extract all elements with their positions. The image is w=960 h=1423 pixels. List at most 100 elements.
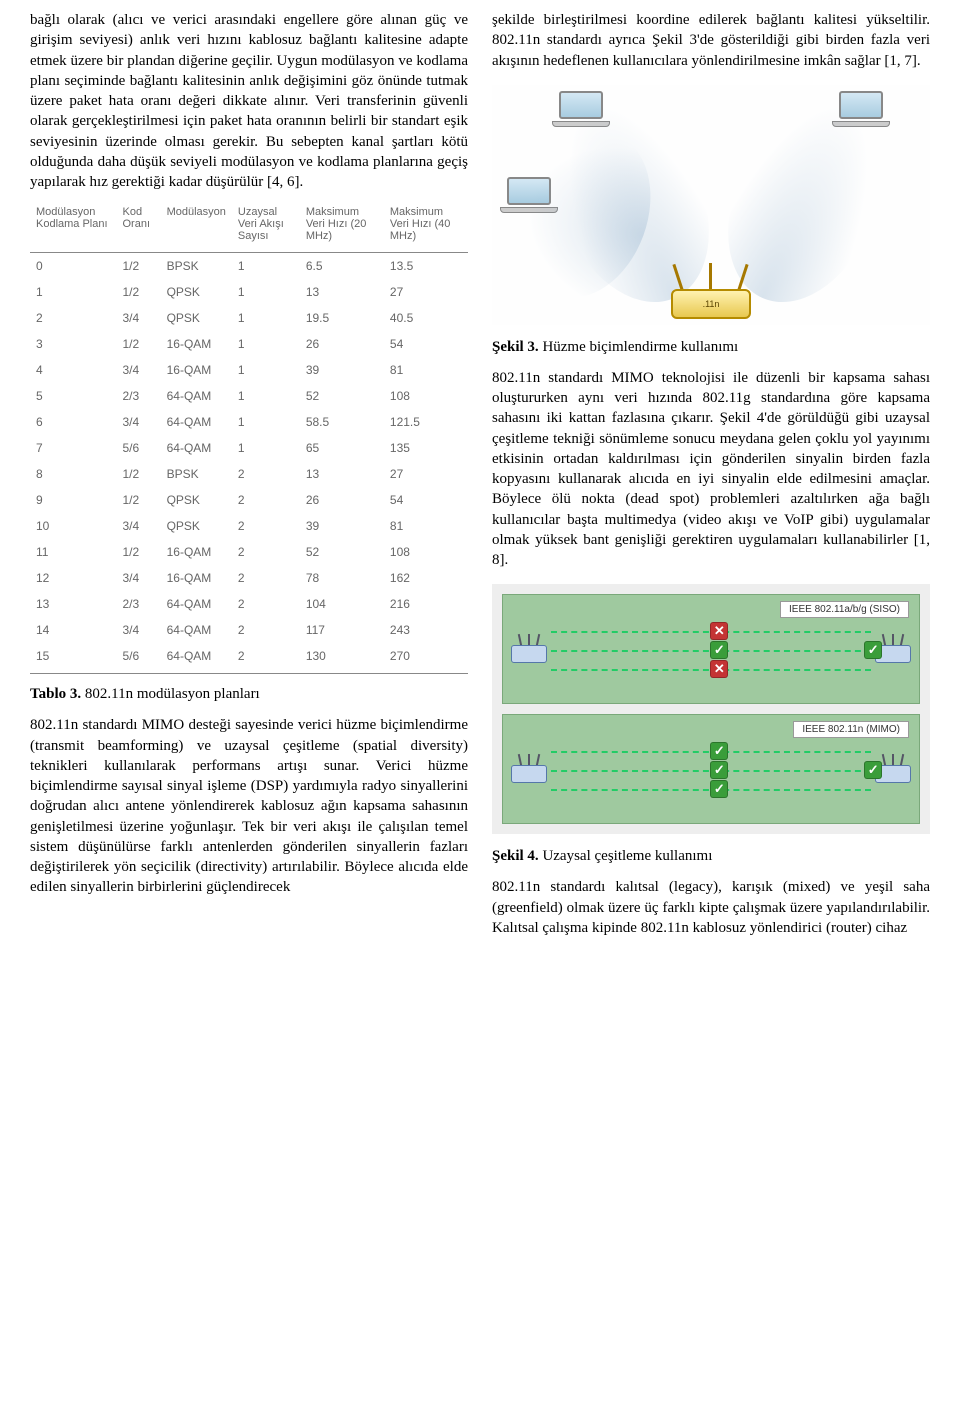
table-cell: 19.5 — [300, 305, 384, 331]
table-cell: 54 — [384, 331, 468, 357]
table-cell: 7 — [30, 435, 117, 461]
table-row: 103/4QPSK23981 — [30, 513, 468, 539]
table-cell: 5/6 — [117, 643, 161, 674]
table-cell: 3/4 — [117, 305, 161, 331]
right-paragraph-2: 802.11n standardı MIMO teknolojisi ile d… — [492, 368, 930, 571]
table-cell: 130 — [300, 643, 384, 674]
table-cell: 64-QAM — [161, 409, 232, 435]
table-cell: 2 — [232, 461, 300, 487]
table-row: 111/216-QAM252108 — [30, 539, 468, 565]
table-cell: 2 — [232, 591, 300, 617]
table-cell: 2 — [232, 617, 300, 643]
table-cell: 81 — [384, 357, 468, 383]
fail-mark-icon: ✕ — [710, 622, 728, 640]
table-row: 23/4QPSK119.540.5 — [30, 305, 468, 331]
th-stream: Uzaysal Veri Akışı Sayısı — [232, 202, 300, 253]
table-cell: 1 — [232, 253, 300, 280]
mini-router-icon — [511, 755, 547, 783]
table-cell: 3 — [30, 331, 117, 357]
table-cell: QPSK — [161, 487, 232, 513]
table-cell: 9 — [30, 487, 117, 513]
table-cell: 54 — [384, 487, 468, 513]
table-cell: 1 — [232, 383, 300, 409]
right-paragraph-1: şekilde birleştirilmesi koordine edilere… — [492, 10, 930, 71]
table-cell: 5/6 — [117, 435, 161, 461]
table-row: 81/2BPSK21327 — [30, 461, 468, 487]
table-cell: 2 — [232, 513, 300, 539]
table-cell: 108 — [384, 539, 468, 565]
figure-4-spatial: IEEE 802.11a/b/g (SISO) ✕ ✕ ✓ ✓ IEEE 802… — [492, 584, 930, 834]
th-plan: Modülasyon Kodlama Planı — [30, 202, 117, 253]
table-cell: 3/4 — [117, 409, 161, 435]
table-cell: 16-QAM — [161, 539, 232, 565]
table-row: 91/2QPSK22654 — [30, 487, 468, 513]
table-row: 75/664-QAM165135 — [30, 435, 468, 461]
table-cell: 6.5 — [300, 253, 384, 280]
th-20mhz: Maksimum Veri Hızı (20 MHz) — [300, 202, 384, 253]
ok-mark-icon: ✓ — [710, 761, 728, 779]
table-cell: 0 — [30, 253, 117, 280]
fail-mark-icon: ✕ — [710, 660, 728, 678]
laptop-icon — [552, 91, 610, 131]
left-paragraph-1: bağlı olarak (alıcı ve verici arasındaki… — [30, 10, 468, 192]
table-cell: 14 — [30, 617, 117, 643]
mimo-label: IEEE 802.11n (MIMO) — [793, 721, 909, 738]
table-cell: 270 — [384, 643, 468, 674]
table-cell: 3/4 — [117, 617, 161, 643]
table-cell: 64-QAM — [161, 591, 232, 617]
ok-mark-icon: ✓ — [710, 780, 728, 798]
table-cell: 1 — [232, 331, 300, 357]
ok-mark-icon: ✓ — [710, 641, 728, 659]
table-cell: 2 — [232, 643, 300, 674]
table-cell: BPSK — [161, 253, 232, 280]
table-cell: 78 — [300, 565, 384, 591]
table-row: 132/364-QAM2104216 — [30, 591, 468, 617]
table-cell: 64-QAM — [161, 435, 232, 461]
table-cell: 1 — [30, 279, 117, 305]
table-cell: 16-QAM — [161, 565, 232, 591]
right-paragraph-3: 802.11n standardı kalıtsal (legacy), kar… — [492, 877, 930, 938]
table-cell: 11 — [30, 539, 117, 565]
table-cell: 58.5 — [300, 409, 384, 435]
table-cell: 162 — [384, 565, 468, 591]
mini-router-icon — [511, 635, 547, 663]
ok-mark-icon: ✓ — [864, 761, 882, 779]
table-cell: 121.5 — [384, 409, 468, 435]
table-cell: BPSK — [161, 461, 232, 487]
table-cell: 243 — [384, 617, 468, 643]
figure-3-beamforming: .11n — [492, 85, 930, 325]
siso-label: IEEE 802.11a/b/g (SISO) — [780, 601, 909, 618]
table-cell: 3/4 — [117, 565, 161, 591]
right-column: şekilde birleştirilmesi koordine edilere… — [492, 10, 930, 946]
table-cell: 2/3 — [117, 591, 161, 617]
fig4-caption-bold: Şekil 4. — [492, 848, 539, 864]
fig4-caption-text: Uzaysal çeşitleme kullanımı — [539, 848, 713, 864]
figure-3-caption: Şekil 3. Hüzme biçimlendirme kullanımı — [492, 339, 930, 356]
table-cell: 15 — [30, 643, 117, 674]
modulation-table: Modülasyon Kodlama Planı Kod Oranı Modül… — [30, 202, 468, 674]
table-cell: 64-QAM — [161, 617, 232, 643]
table-cell: 1 — [232, 305, 300, 331]
table-cell: 108 — [384, 383, 468, 409]
table-cell: 2 — [232, 565, 300, 591]
table-caption: Tablo 3. 802.11n modülasyon planları — [30, 686, 468, 703]
table-cell: 1 — [232, 409, 300, 435]
table-row: 52/364-QAM152108 — [30, 383, 468, 409]
th-40mhz: Maksimum Veri Hızı (40 MHz) — [384, 202, 468, 253]
router-label: .11n — [671, 289, 751, 319]
table-cell: 1/2 — [117, 539, 161, 565]
table-caption-text: 802.11n modülasyon planları — [81, 686, 260, 702]
table-row: 01/2BPSK16.513.5 — [30, 253, 468, 280]
table-cell: QPSK — [161, 305, 232, 331]
table-row: 63/464-QAM158.5121.5 — [30, 409, 468, 435]
th-mod: Modülasyon — [161, 202, 232, 253]
table-cell: 27 — [384, 461, 468, 487]
fig3-caption-text: Hüzme biçimlendirme kullanımı — [539, 339, 739, 355]
table-cell: 16-QAM — [161, 331, 232, 357]
table-cell: 52 — [300, 383, 384, 409]
table-cell: 1 — [232, 435, 300, 461]
ok-mark-icon: ✓ — [864, 641, 882, 659]
table-row: 155/664-QAM2130270 — [30, 643, 468, 674]
table-cell: 3/4 — [117, 357, 161, 383]
table-cell: 1/2 — [117, 461, 161, 487]
